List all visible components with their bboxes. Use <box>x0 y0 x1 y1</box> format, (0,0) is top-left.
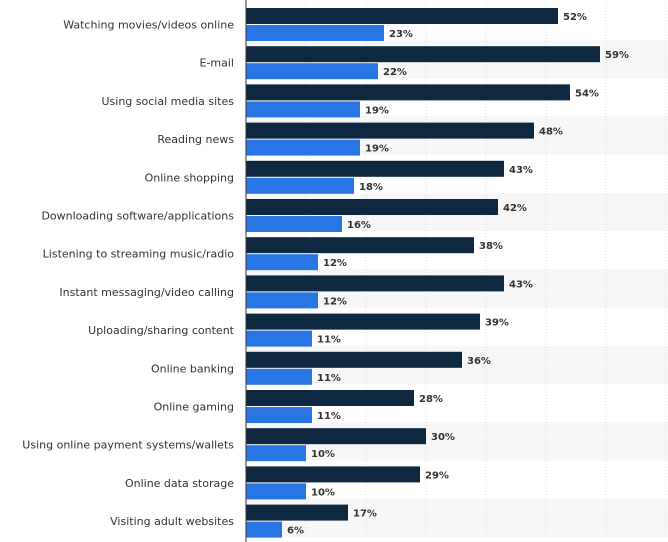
bar-series-2[interactable] <box>246 445 306 462</box>
bar-series-2[interactable] <box>246 521 282 538</box>
category-label: Online data storage <box>125 477 234 490</box>
category-label: E-mail <box>200 57 235 70</box>
category-label: Listening to streaming music/radio <box>43 248 235 261</box>
value-label: 29% <box>425 470 449 481</box>
category-label: Watching movies/videos online <box>63 19 234 32</box>
bar-series-1[interactable] <box>246 504 348 521</box>
bar-series-1[interactable] <box>246 237 474 254</box>
value-label: 16% <box>347 220 371 231</box>
category-label: Uploading/sharing content <box>88 324 235 337</box>
bar-series-1[interactable] <box>246 351 462 368</box>
value-label: 6% <box>287 526 304 537</box>
bar-series-1[interactable] <box>246 199 498 215</box>
value-label: 38% <box>479 241 503 252</box>
value-label: 17% <box>353 509 377 520</box>
bar-series-1[interactable] <box>246 46 600 63</box>
value-label: 23% <box>389 29 413 40</box>
value-label: 11% <box>317 373 341 384</box>
category-label: Online banking <box>151 362 234 375</box>
value-label: 28% <box>419 394 443 405</box>
value-label: 36% <box>467 356 491 367</box>
bar-series-2[interactable] <box>246 101 360 118</box>
value-label: 18% <box>359 182 383 193</box>
value-label: 12% <box>323 258 347 269</box>
bar-series-2[interactable] <box>246 407 312 423</box>
value-label: 48% <box>539 127 563 138</box>
bar-series-1[interactable] <box>246 428 426 445</box>
bar-series-1[interactable] <box>246 160 504 177</box>
bar-series-2[interactable] <box>246 292 318 309</box>
value-label: 11% <box>317 411 341 422</box>
bar-series-1[interactable] <box>246 313 480 330</box>
bar-series-2[interactable] <box>246 368 312 385</box>
value-labels: 52% 23% 59% 22% 54% 19% 48% 19% 43% 18% 42% 16% 38% 1… <box>287 12 629 537</box>
category-label: Using social media sites <box>101 95 234 108</box>
value-label: 10% <box>311 487 335 498</box>
category-label: Reading news <box>157 133 234 146</box>
category-label: Visiting adult websites <box>110 515 234 528</box>
bar-series-1[interactable] <box>246 8 558 24</box>
category-labels: Watching movies/videos online E-mail Using… <box>22 19 234 529</box>
bar-series-2[interactable] <box>246 483 306 500</box>
value-label: 59% <box>605 50 629 61</box>
value-label: 30% <box>431 432 455 443</box>
category-label: Instant messaging/video calling <box>59 286 234 299</box>
bar-series-2[interactable] <box>246 25 384 41</box>
value-label: 19% <box>365 144 389 155</box>
bar-series-2[interactable] <box>246 139 360 156</box>
value-label: 10% <box>311 449 335 460</box>
value-label: 12% <box>323 296 347 307</box>
value-label: 43% <box>509 165 533 176</box>
value-label: 22% <box>383 67 407 78</box>
value-label: 42% <box>503 203 527 214</box>
bar-series-1[interactable] <box>246 466 420 483</box>
bar-series-1[interactable] <box>246 390 414 406</box>
value-label: 43% <box>509 279 533 290</box>
value-label: 11% <box>317 335 341 346</box>
category-label: Online gaming <box>154 401 234 414</box>
value-label: 39% <box>485 318 509 329</box>
bar-series-1[interactable] <box>246 84 570 101</box>
category-label: Using online payment systems/wallets <box>22 439 234 452</box>
bar-series-2[interactable] <box>246 216 342 232</box>
value-label: 52% <box>563 12 587 23</box>
bar-series-2[interactable] <box>246 254 318 271</box>
value-label: 54% <box>575 88 599 99</box>
bar-series-2[interactable] <box>246 63 378 80</box>
category-label: Downloading software/applications <box>41 210 234 223</box>
category-label: Online shopping <box>145 171 234 184</box>
bars <box>246 8 600 538</box>
bar-series-2[interactable] <box>246 330 312 347</box>
bar-series-1[interactable] <box>246 275 504 292</box>
bar-series-1[interactable] <box>246 122 534 139</box>
value-label: 19% <box>365 105 389 116</box>
bar-series-2[interactable] <box>246 177 354 194</box>
